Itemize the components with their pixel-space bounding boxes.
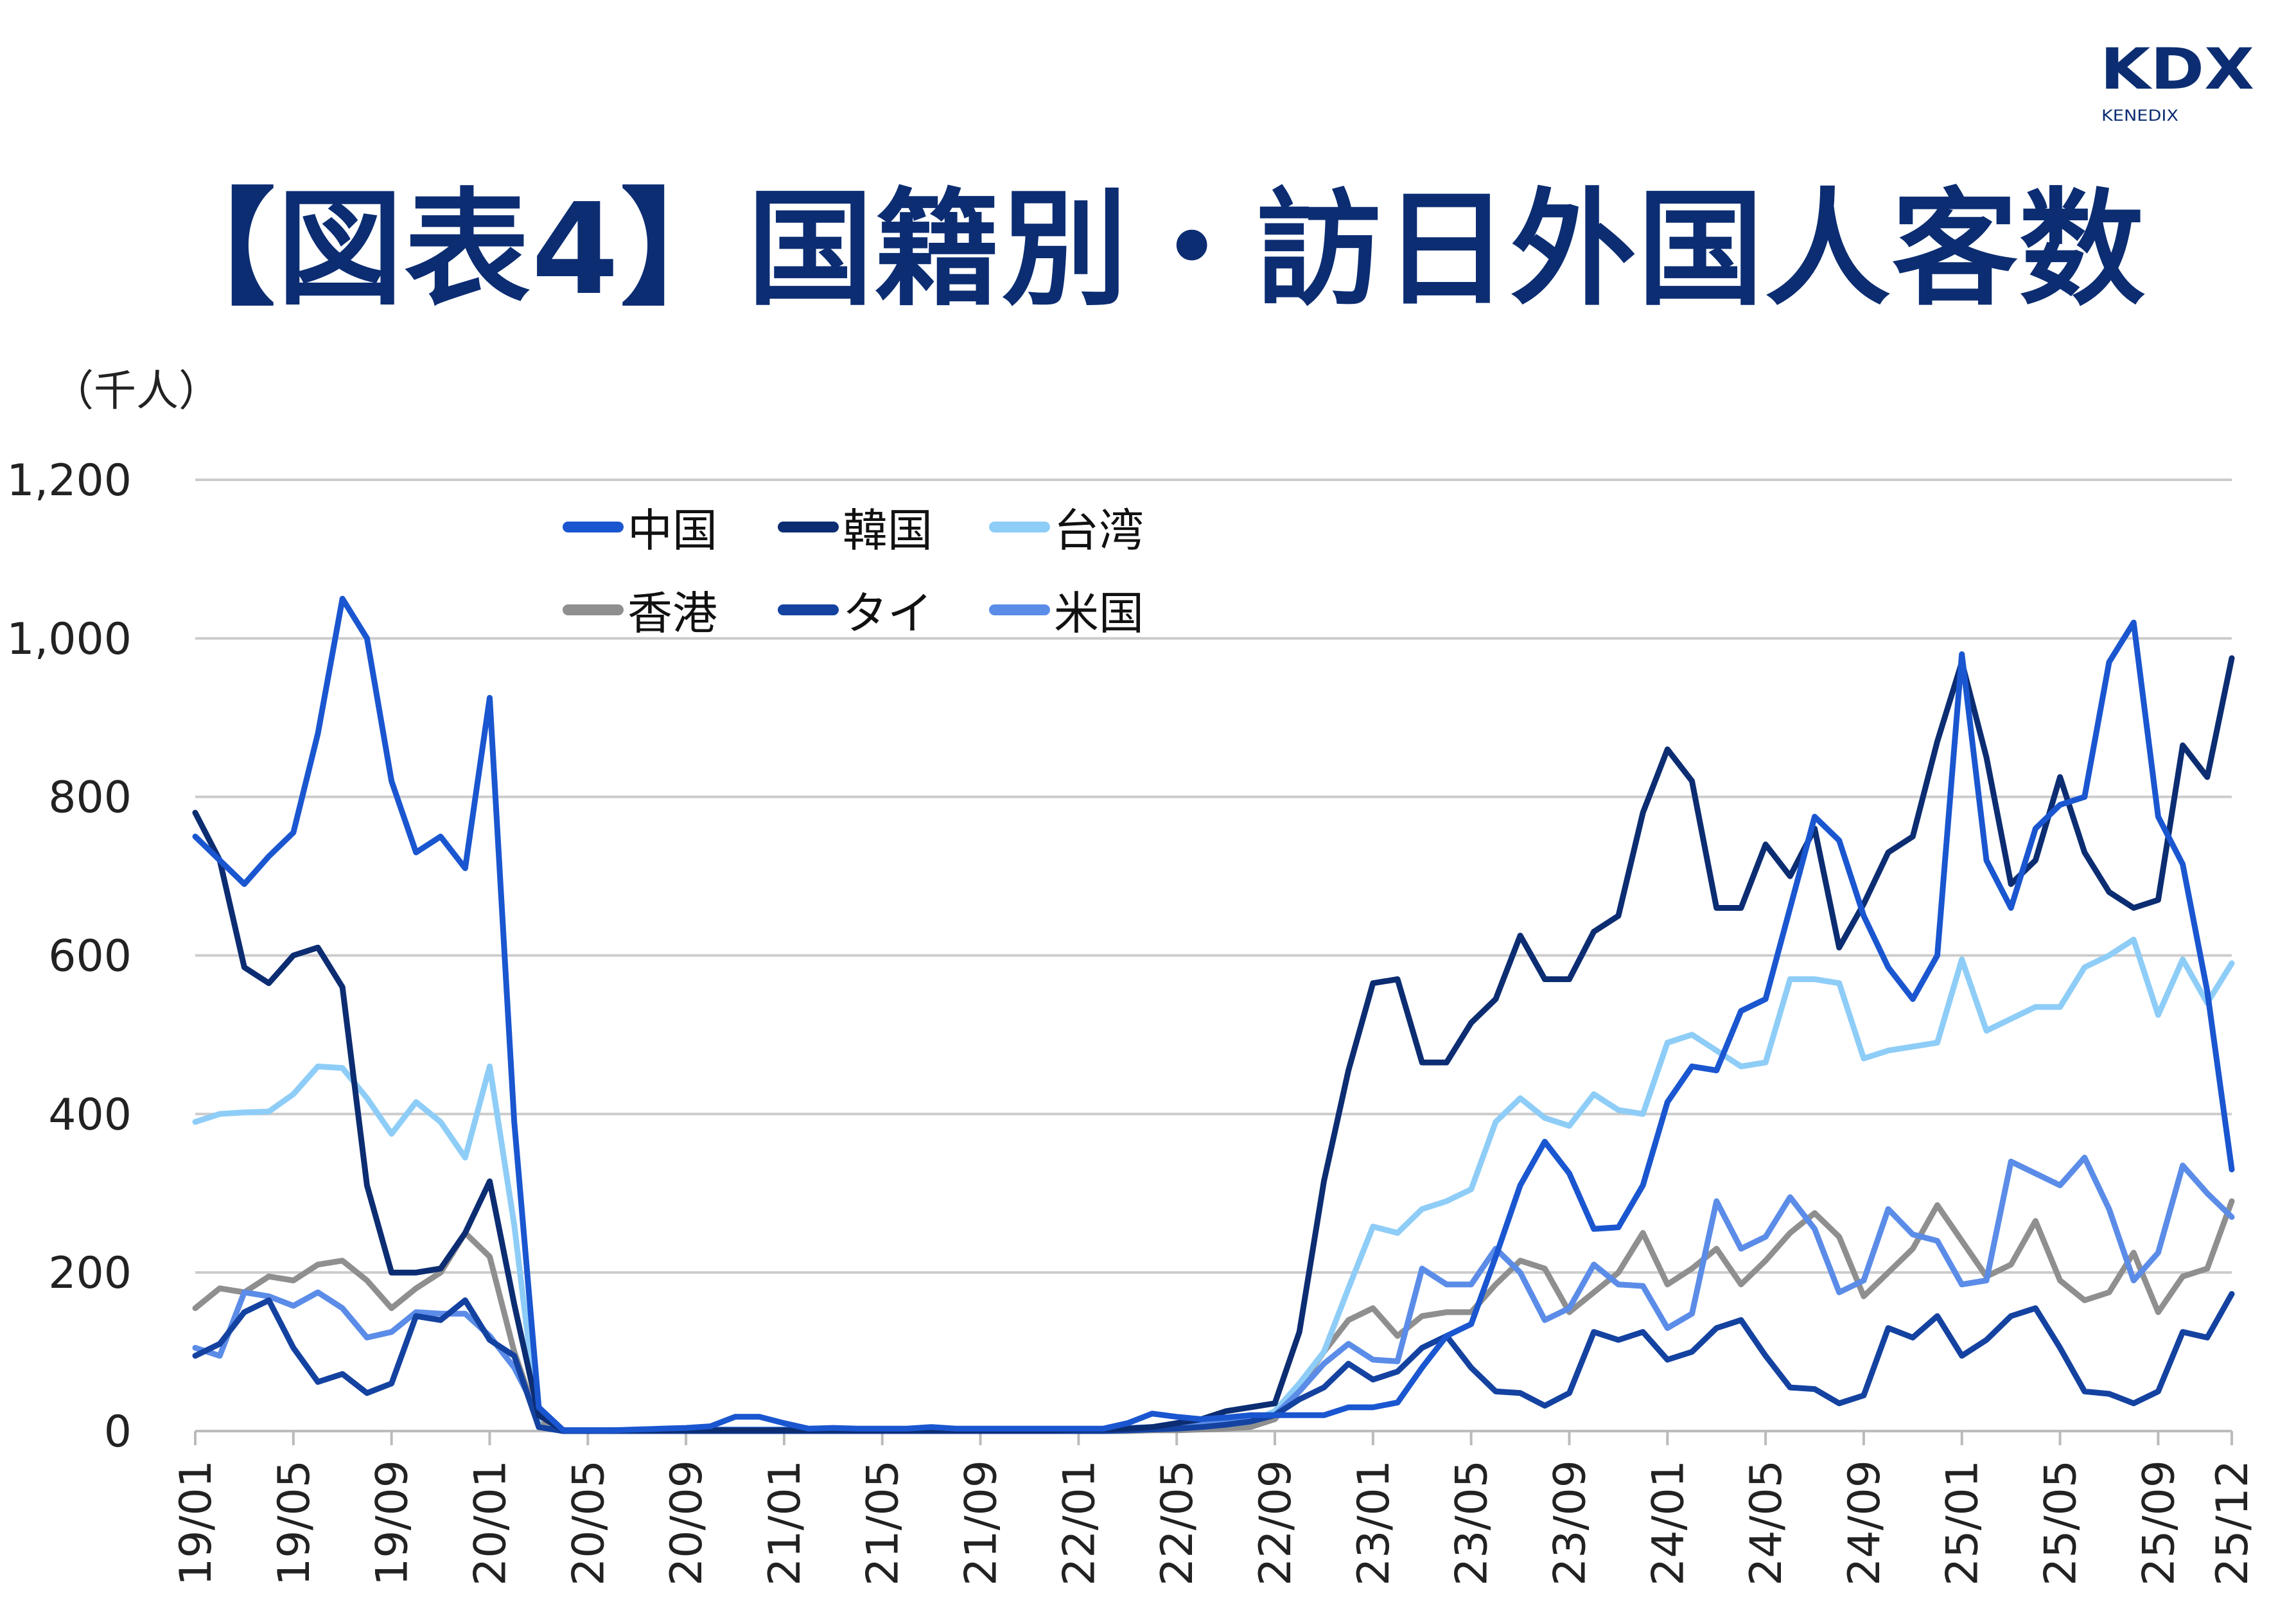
legend-item-korea: 韓国: [778, 495, 933, 559]
legend-item-usa: 米国: [989, 577, 1144, 642]
legend-swatch: [989, 604, 1050, 615]
series-line-中国: [192, 595, 2235, 1434]
legend-swatch: [563, 522, 624, 532]
y-tick-label: 1,000: [6, 614, 132, 665]
y-tick-label: 1,200: [6, 455, 132, 506]
y-tick-label: 800: [48, 773, 132, 823]
legend-label: 韓国: [843, 504, 933, 557]
x-tick-label: 24/09: [1839, 1460, 1890, 1586]
x-tick-label: 24/05: [1741, 1460, 1792, 1586]
x-tick-label: 24/01: [1643, 1460, 1694, 1586]
legend-label: 中国: [627, 504, 717, 557]
x-tick-label: 25/01: [1938, 1460, 1988, 1586]
y-tick-label: 600: [48, 931, 132, 982]
legend-swatch: [989, 522, 1050, 532]
x-tick-label: 20/09: [662, 1460, 712, 1586]
series-line-タイ: [192, 1291, 2235, 1434]
legend-label: 香港: [627, 587, 717, 640]
x-tick-label: 19/09: [367, 1460, 418, 1586]
x-tick-label: 20/01: [465, 1460, 516, 1586]
y-axis-unit-label: （千人）: [51, 366, 221, 416]
page-title: 【図表4】国籍別・訪日外国人客数: [150, 177, 2146, 323]
series-line-韓国: [192, 655, 2235, 1434]
x-tick-label: 21/09: [956, 1460, 1007, 1586]
y-tick-label: 0: [104, 1407, 132, 1457]
y-tick-label: 400: [48, 1089, 132, 1140]
x-tick-label: 21/01: [760, 1460, 811, 1586]
legend-label: 台湾: [1054, 504, 1144, 557]
legend-item-thailand: タイ: [778, 577, 933, 642]
kdx-logo: KDX KENEDIX: [2100, 36, 2267, 128]
legend-item-taiwan: 台湾: [989, 495, 1144, 559]
x-tick-label: 21/05: [858, 1460, 909, 1586]
x-tick-label: 25/12: [2207, 1460, 2258, 1586]
x-tick-label: 20/05: [563, 1460, 614, 1586]
logo-sub-text: KENEDIX: [2101, 107, 2178, 125]
legend-swatch: [778, 522, 839, 532]
x-tick-label: 19/05: [269, 1460, 320, 1586]
x-tick-label: 22/01: [1054, 1460, 1105, 1586]
x-tick-label: 23/09: [1545, 1460, 1595, 1586]
x-tick-label: 25/05: [2036, 1460, 2087, 1586]
x-tick-label: 22/05: [1152, 1460, 1203, 1586]
x-tick-label: 22/09: [1250, 1460, 1301, 1586]
legend-label: タイ: [843, 587, 933, 640]
legend-item-china: 中国: [563, 495, 717, 559]
x-tick-label: 23/05: [1447, 1460, 1498, 1586]
legend-label: 米国: [1054, 587, 1144, 640]
kdx-logo-mark: KDX KENEDIX: [2100, 36, 2254, 125]
legend-item-hongkong: 香港: [563, 577, 717, 642]
logo-main-text: KDX: [2100, 39, 2254, 102]
legend-swatch: [778, 604, 839, 615]
x-tick-label: 19/01: [171, 1460, 222, 1586]
x-tick-label: 25/09: [2134, 1460, 2184, 1586]
x-tick-label: 23/01: [1349, 1460, 1399, 1586]
series-line-台湾: [192, 936, 2235, 1434]
y-tick-label: 200: [48, 1248, 132, 1299]
legend-swatch: [563, 604, 624, 615]
